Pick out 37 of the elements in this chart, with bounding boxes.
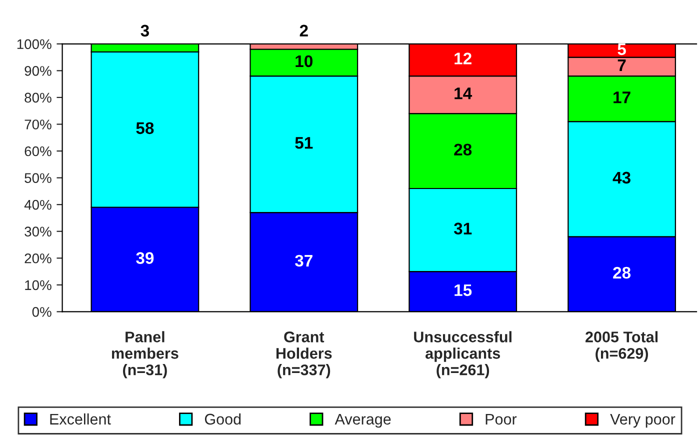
data-label: 14 — [454, 88, 472, 100]
data-label: 5 — [618, 43, 626, 56]
x-tick-label: Grant Holders (n=337) — [276, 332, 332, 378]
data-label: 3 — [140, 24, 149, 37]
x-tick-label: Unsuccessful applicants (n=261) — [414, 331, 512, 378]
y-tick-label: 50% — [24, 173, 52, 183]
y-tick-label: 100% — [17, 39, 52, 50]
data-label: 12 — [454, 52, 472, 64]
data-label: 28 — [454, 144, 472, 156]
legend-label: Good — [204, 413, 241, 425]
y-tick-label: 70% — [24, 120, 52, 130]
y-tick-label: 10% — [25, 280, 52, 290]
y-tick-label: 60% — [24, 146, 52, 156]
legend-label: Poor — [486, 414, 517, 425]
y-tick-label: 30% — [24, 226, 52, 237]
data-label: 10 — [296, 55, 312, 68]
data-label: 2 — [300, 24, 308, 36]
data-label: 58 — [136, 122, 154, 134]
data-label: 15 — [454, 284, 472, 296]
data-label: 43 — [612, 172, 630, 184]
legend-label: Excellent — [50, 413, 111, 425]
legend-label: Very poor — [610, 414, 676, 428]
data-label: 37 — [295, 254, 312, 267]
data-label: 17 — [614, 92, 630, 104]
x-tick-label: Panel members (n=31) — [112, 331, 178, 378]
data-label: 7 — [618, 60, 626, 71]
x-tick-label: 2005 Total (n=629) — [586, 331, 658, 362]
data-label: 31 — [454, 222, 472, 235]
y-tick-label: 0% — [32, 307, 52, 317]
data-label: 51 — [295, 137, 313, 149]
legend-label: Average — [334, 414, 391, 428]
y-tick-label: 90% — [24, 66, 52, 76]
data-label: 39 — [136, 252, 154, 264]
y-tick-label: 20% — [24, 253, 52, 264]
y-tick-label: 80% — [24, 92, 52, 103]
data-label: 28 — [613, 266, 631, 279]
y-tick-label: 40% — [24, 200, 52, 210]
